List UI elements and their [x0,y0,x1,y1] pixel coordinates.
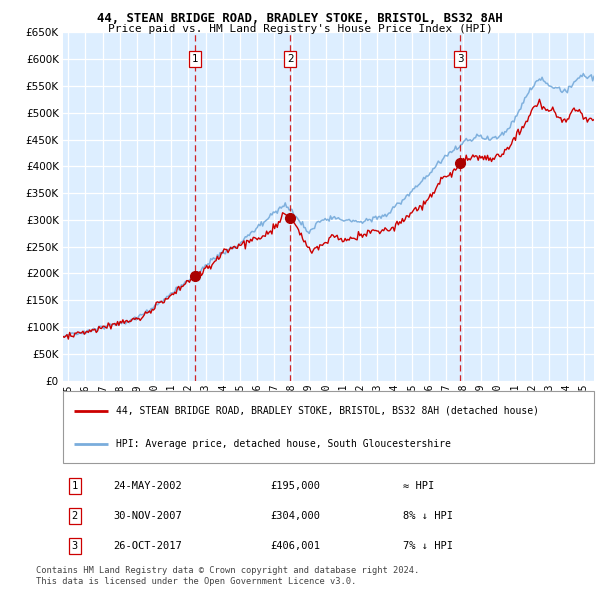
Text: £304,000: £304,000 [270,511,320,521]
Text: 30-NOV-2007: 30-NOV-2007 [113,511,182,521]
Text: Price paid vs. HM Land Registry's House Price Index (HPI): Price paid vs. HM Land Registry's House … [107,24,493,34]
Text: 2: 2 [71,511,78,521]
Text: 8% ↓ HPI: 8% ↓ HPI [403,511,453,521]
Text: 3: 3 [457,54,463,64]
Text: 1: 1 [71,481,78,491]
Text: This data is licensed under the Open Government Licence v3.0.: This data is licensed under the Open Gov… [36,577,356,586]
Text: £195,000: £195,000 [270,481,320,491]
Text: £406,001: £406,001 [270,541,320,551]
Text: 2: 2 [287,54,293,64]
FancyBboxPatch shape [63,391,594,463]
Text: Contains HM Land Registry data © Crown copyright and database right 2024.: Contains HM Land Registry data © Crown c… [36,566,419,575]
Text: 26-OCT-2017: 26-OCT-2017 [113,541,182,551]
Text: 3: 3 [71,541,78,551]
Text: 44, STEAN BRIDGE ROAD, BRADLEY STOKE, BRISTOL, BS32 8AH (detached house): 44, STEAN BRIDGE ROAD, BRADLEY STOKE, BR… [116,405,539,415]
Text: 7% ↓ HPI: 7% ↓ HPI [403,541,453,551]
Text: 24-MAY-2002: 24-MAY-2002 [113,481,182,491]
Text: ≈ HPI: ≈ HPI [403,481,434,491]
Text: 1: 1 [192,54,199,64]
Text: HPI: Average price, detached house, South Gloucestershire: HPI: Average price, detached house, Sout… [116,439,451,449]
Text: 44, STEAN BRIDGE ROAD, BRADLEY STOKE, BRISTOL, BS32 8AH: 44, STEAN BRIDGE ROAD, BRADLEY STOKE, BR… [97,12,503,25]
